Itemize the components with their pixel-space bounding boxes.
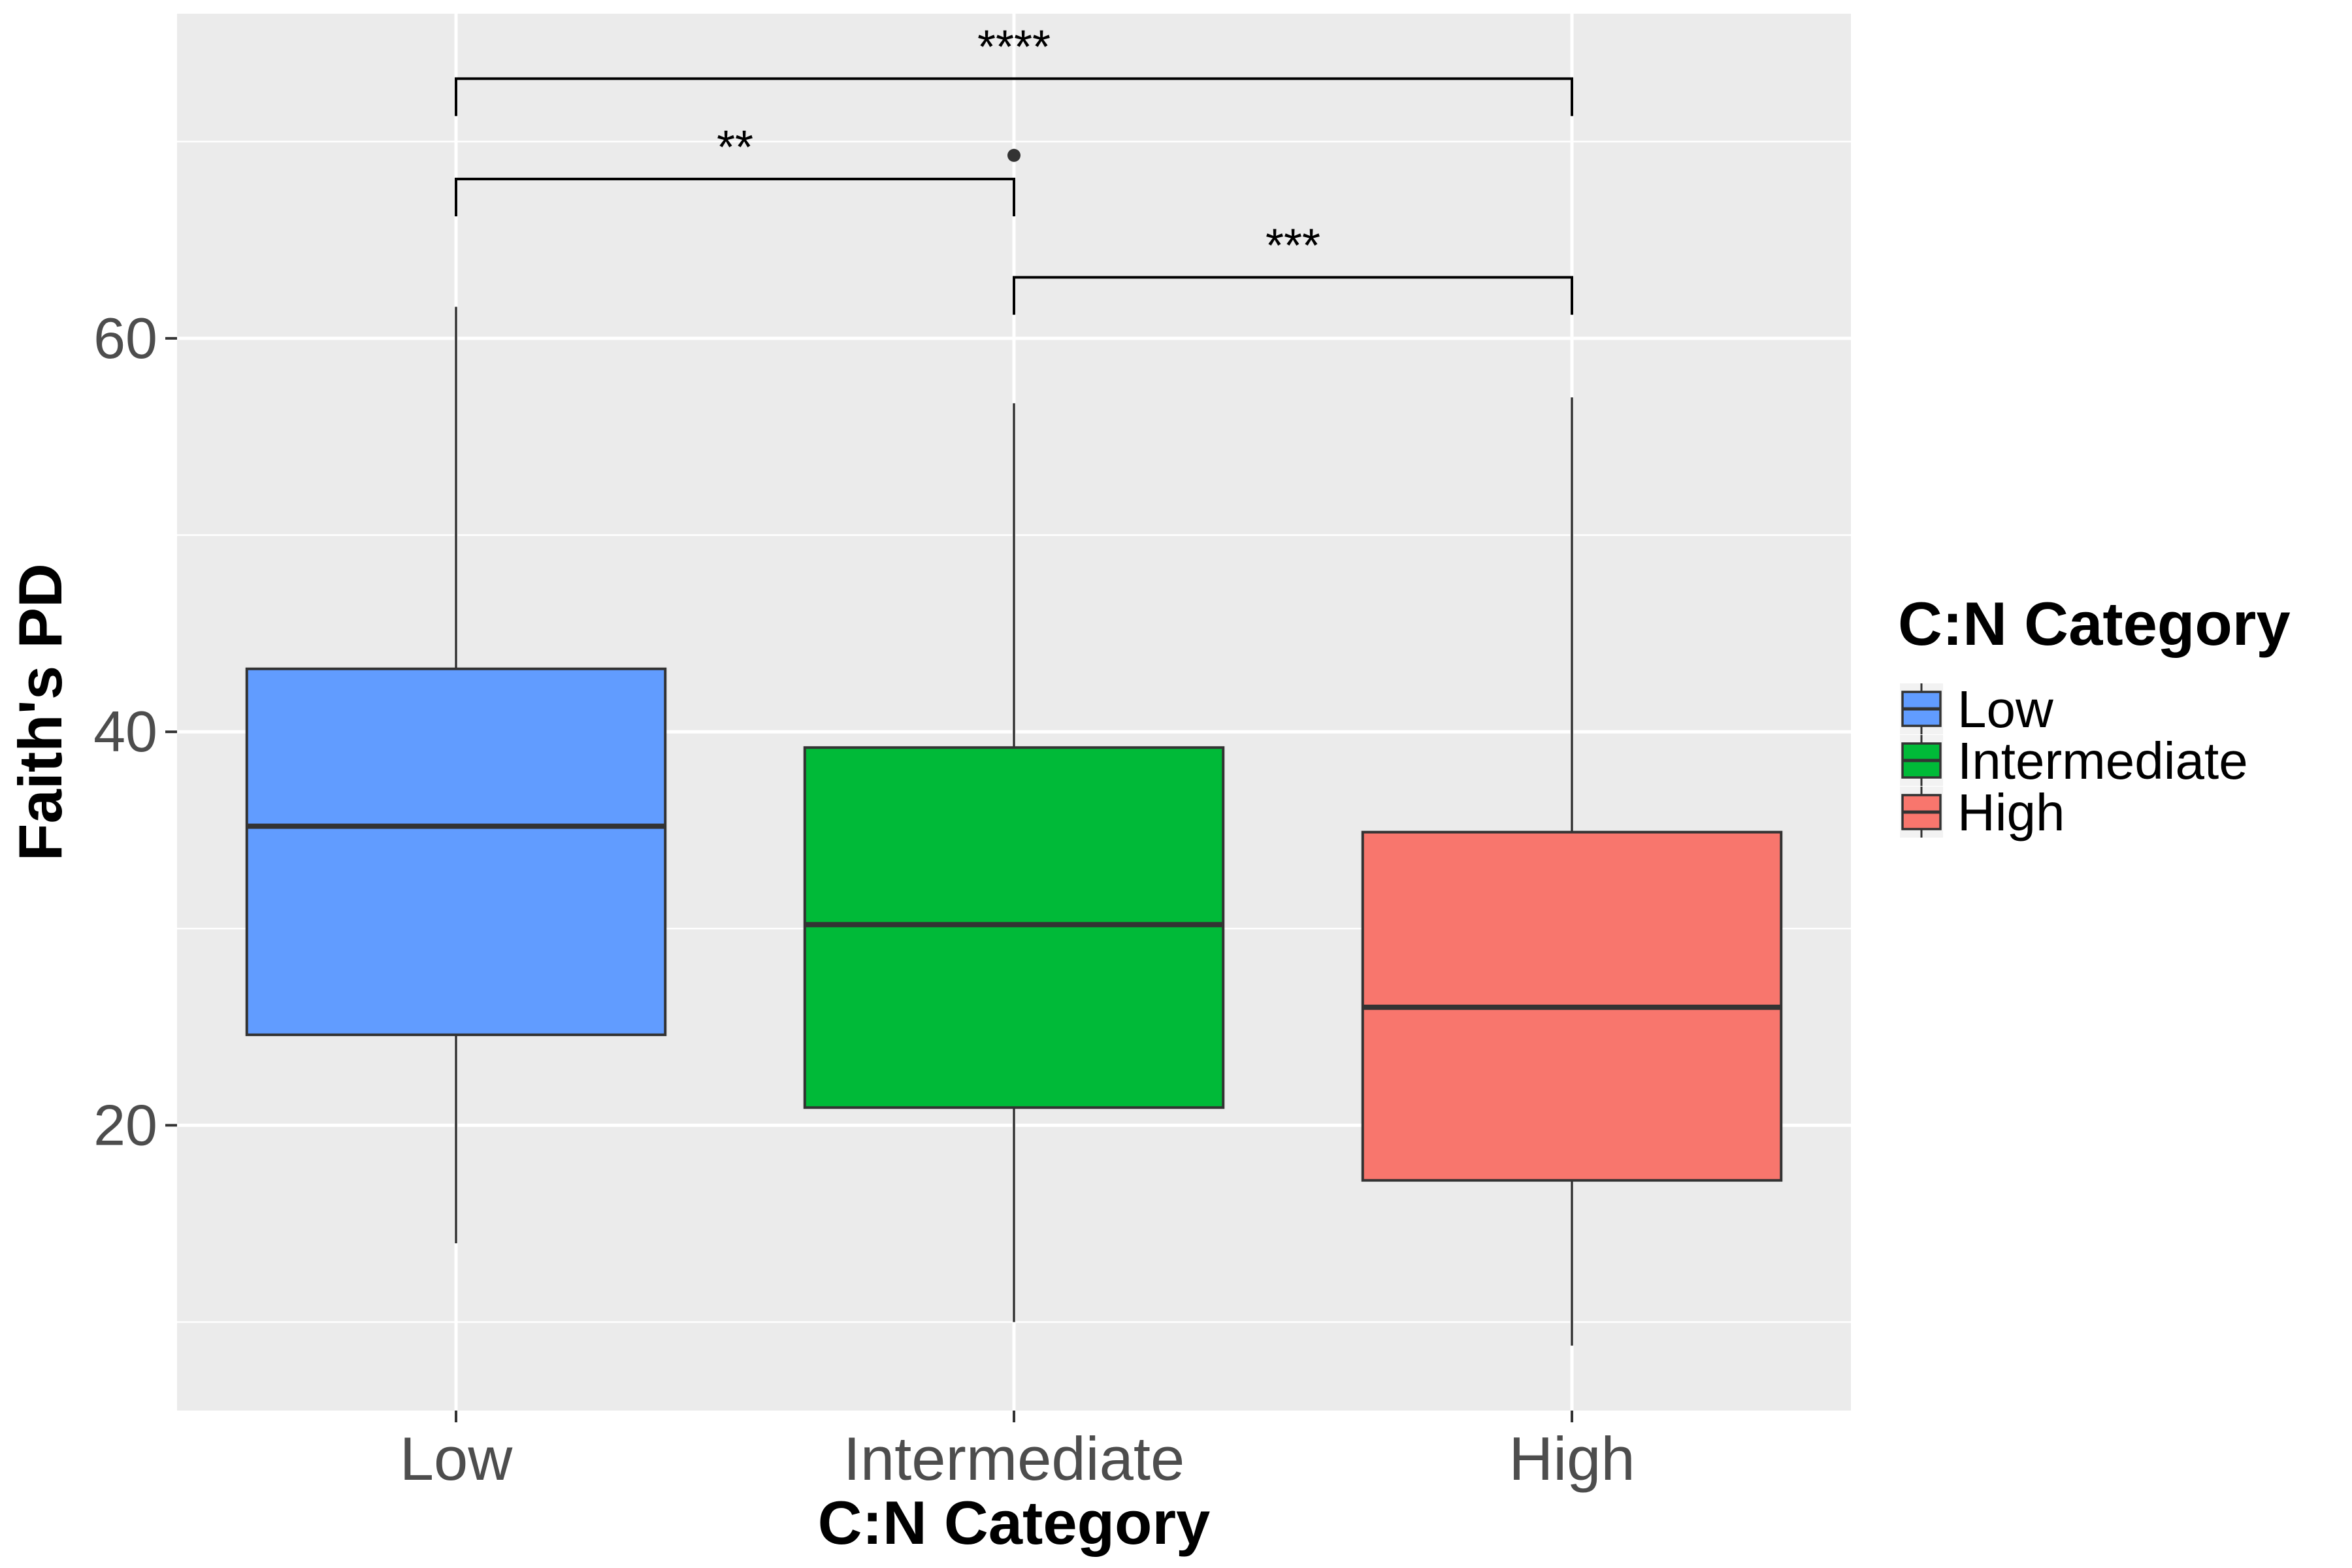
- box-iqr: [245, 667, 667, 1036]
- legend-item-high: High: [1900, 783, 2065, 841]
- x-tick-label: Intermediate: [843, 1424, 1185, 1493]
- legend-label: Intermediate: [1957, 732, 2248, 790]
- box-intermediate: [803, 148, 1225, 1322]
- x-axis-title: C:N Category: [818, 1488, 1211, 1557]
- legend-item-intermediate: Intermediate: [1900, 732, 2248, 790]
- significance-bracket: [1013, 276, 1573, 315]
- box-low: [245, 306, 667, 1244]
- legend-item-low: Low: [1900, 680, 2053, 738]
- axes: 20 40 60 Low Intermediate High: [93, 306, 1635, 1493]
- x-tick-label: Low: [400, 1424, 514, 1493]
- box-iqr: [803, 746, 1225, 1109]
- legend-title: C:N Category: [1898, 589, 2291, 658]
- significance-bracket: [455, 77, 1573, 116]
- box-high: [1361, 397, 1783, 1346]
- significance-label: ***: [1266, 220, 1320, 272]
- outlier-point: [1007, 148, 1021, 162]
- significance-label: **: [717, 122, 753, 174]
- significance-brackets: *********: [455, 21, 1573, 315]
- significance-label: ****: [977, 21, 1051, 73]
- legend-label: Low: [1957, 680, 2053, 738]
- boxplots: [245, 148, 1783, 1346]
- legend-label: High: [1957, 783, 2065, 841]
- y-tick-label: 20: [93, 1092, 157, 1157]
- x-tick-label: High: [1509, 1424, 1635, 1493]
- significance-bracket: [455, 177, 1015, 217]
- y-tick-label: 40: [93, 699, 157, 764]
- y-axis-title: Faith's PD: [6, 563, 74, 861]
- y-tick-label: 60: [93, 306, 157, 370]
